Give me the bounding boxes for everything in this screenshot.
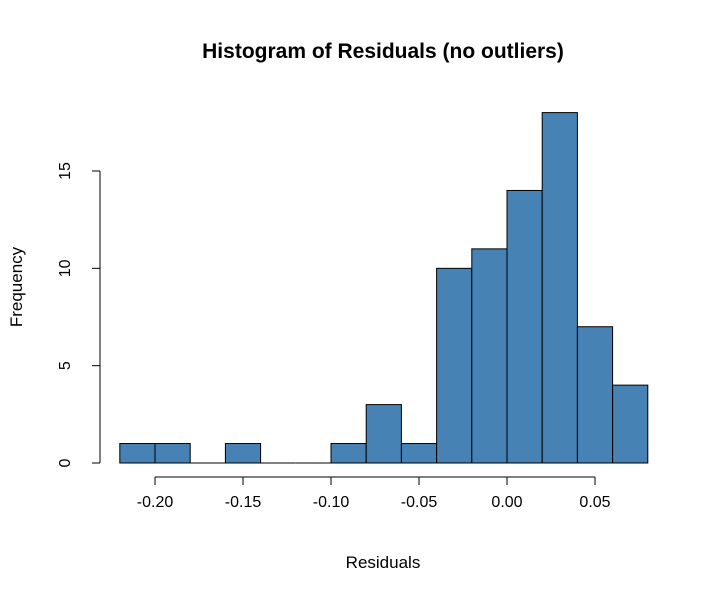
y-axis-label: Frequency — [7, 246, 26, 327]
y-tick-label: 10 — [57, 259, 74, 277]
histogram-bar-0 — [119, 443, 156, 464]
y-tick-label: 0 — [57, 458, 74, 467]
histogram-bar-8 — [400, 443, 438, 464]
histogram-bar-11 — [506, 189, 543, 464]
histogram-bar-14 — [612, 384, 649, 464]
bars-group — [119, 112, 649, 464]
x-axis: -0.20 -0.15 -0.10 -0.05 0.00 0.05 — [137, 476, 611, 511]
histogram-bar-1 — [154, 443, 191, 464]
histogram-bar-6 — [330, 443, 367, 464]
histogram-bar-9 — [436, 267, 473, 464]
histogram-bar-7 — [365, 404, 402, 464]
x-tick-label: 0.00 — [491, 494, 522, 511]
x-tick-label: -0.05 — [401, 494, 438, 511]
y-tick-label: 5 — [57, 361, 74, 370]
x-tick-label: -0.20 — [137, 494, 174, 511]
histogram-bar-12 — [541, 112, 578, 464]
histogram-bar-3 — [224, 443, 262, 464]
y-axis: 0 5 10 15 — [57, 162, 101, 467]
x-tick-label: -0.15 — [225, 494, 262, 511]
histogram-bar-10 — [471, 248, 508, 464]
histogram-bar-13 — [576, 326, 614, 464]
chart-title: Histogram of Residuals (no outliers) — [202, 40, 564, 63]
x-tick-label: -0.10 — [313, 494, 350, 511]
x-axis-label: Residuals — [346, 553, 421, 572]
y-tick-label: 15 — [57, 162, 74, 180]
x-tick-label: 0.05 — [579, 494, 610, 511]
